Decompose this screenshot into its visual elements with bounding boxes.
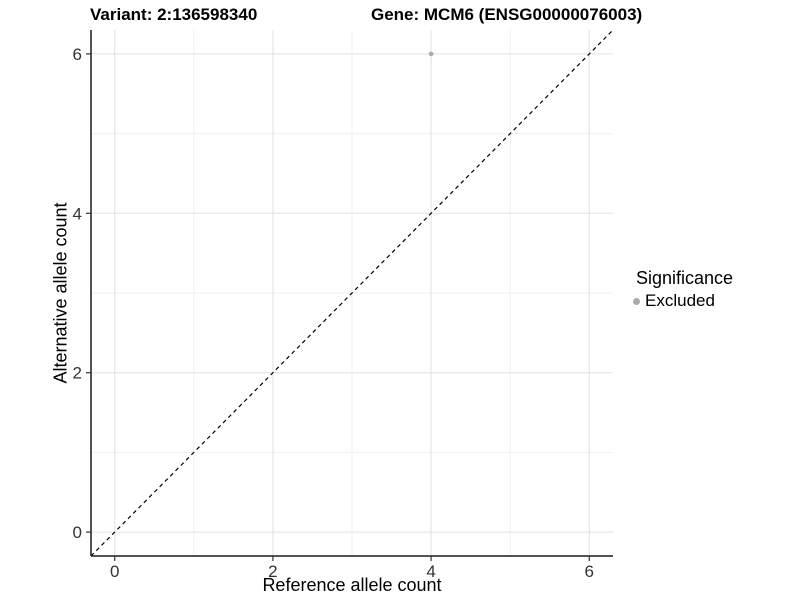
data-point xyxy=(428,51,434,57)
y-axis-title: Alternative allele count xyxy=(50,202,71,384)
legend-entries: Excluded xyxy=(630,291,733,311)
y-tick-label: 0 xyxy=(73,523,82,542)
legend-entry: Excluded xyxy=(633,291,733,311)
plot-title-gene: Gene: MCM6 (ENSG00000076003) xyxy=(371,5,643,24)
legend-title: Significance xyxy=(636,268,734,288)
x-axis-title: Reference allele count xyxy=(262,575,442,595)
legend-entry-label: Excluded xyxy=(645,291,715,310)
y-tick-label: 2 xyxy=(73,364,82,383)
y-tick-label: 6 xyxy=(73,45,82,64)
identity-reference-line xyxy=(90,29,614,557)
y-tick-label: 4 xyxy=(73,204,82,223)
x-tick-label: 0 xyxy=(110,562,119,581)
x-tick-label: 4 xyxy=(426,562,435,581)
plot-title-variant: Variant: 2:136598340 xyxy=(90,5,258,24)
x-tick-label: 6 xyxy=(585,562,594,581)
legend: Significance Excluded xyxy=(630,268,733,311)
x-tick-label: 2 xyxy=(268,562,277,581)
legend-marker-icon xyxy=(633,297,640,305)
